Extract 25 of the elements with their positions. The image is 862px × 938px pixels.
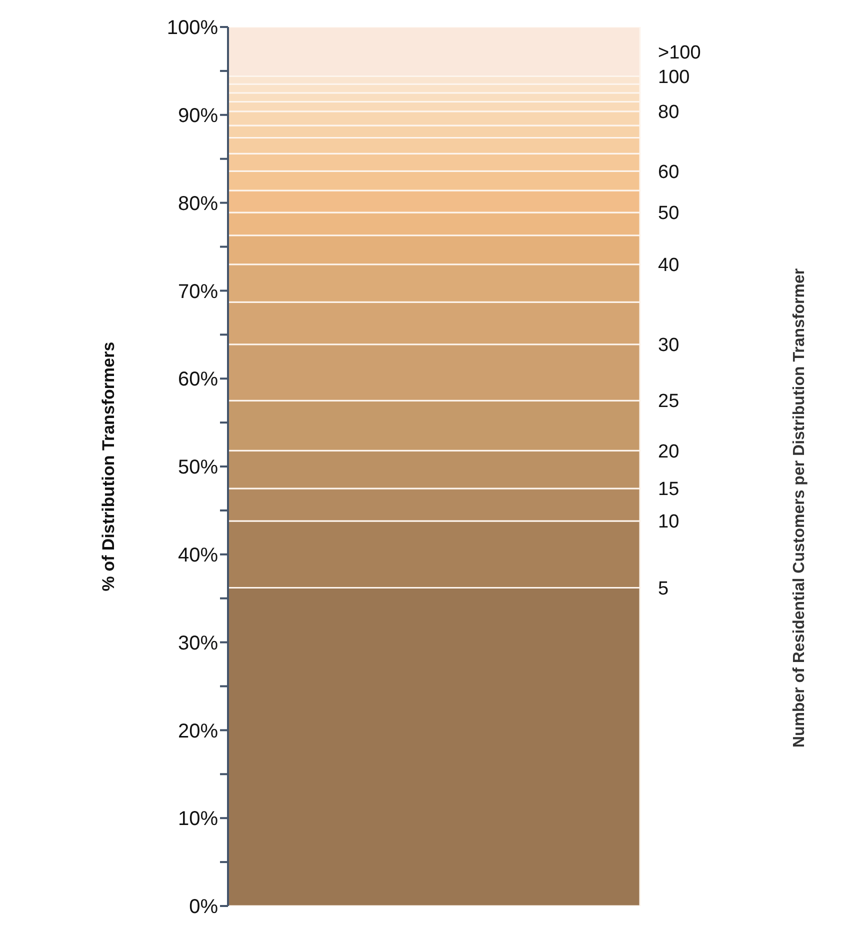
series-label: 15: [658, 479, 680, 500]
y-tick-label: 50%: [178, 456, 218, 479]
series-label: 20: [658, 441, 680, 462]
y-tick-label: 80%: [178, 192, 218, 215]
series-label: 50: [658, 203, 680, 224]
y-tick-label: 90%: [178, 105, 218, 127]
series-label: 80: [658, 102, 680, 124]
series-label: 60: [658, 162, 680, 183]
text: Number of Residential Customers per Distribution Transformer: [791, 268, 809, 748]
y-tick-label: 70%: [178, 280, 218, 303]
series-label: 40: [658, 254, 680, 276]
series-label: >100: [658, 42, 701, 64]
series-label: 5: [658, 578, 669, 600]
y-axis-title: % of Distribution Transformers: [99, 342, 118, 592]
y-tick-label: 0%: [189, 896, 218, 918]
series-label: 30: [658, 334, 680, 356]
y-tick-label: 40%: [178, 544, 218, 566]
y-tick-label: 20%: [178, 720, 218, 742]
y-tick-label: 60%: [178, 368, 218, 391]
series-label: 25: [658, 391, 680, 412]
y-tick-label: 30%: [178, 632, 218, 654]
series-label: 100: [658, 66, 690, 88]
series-label: 10: [658, 512, 680, 533]
y-tick-label: 10%: [178, 808, 218, 830]
y-tick-label: 100%: [166, 17, 218, 40]
